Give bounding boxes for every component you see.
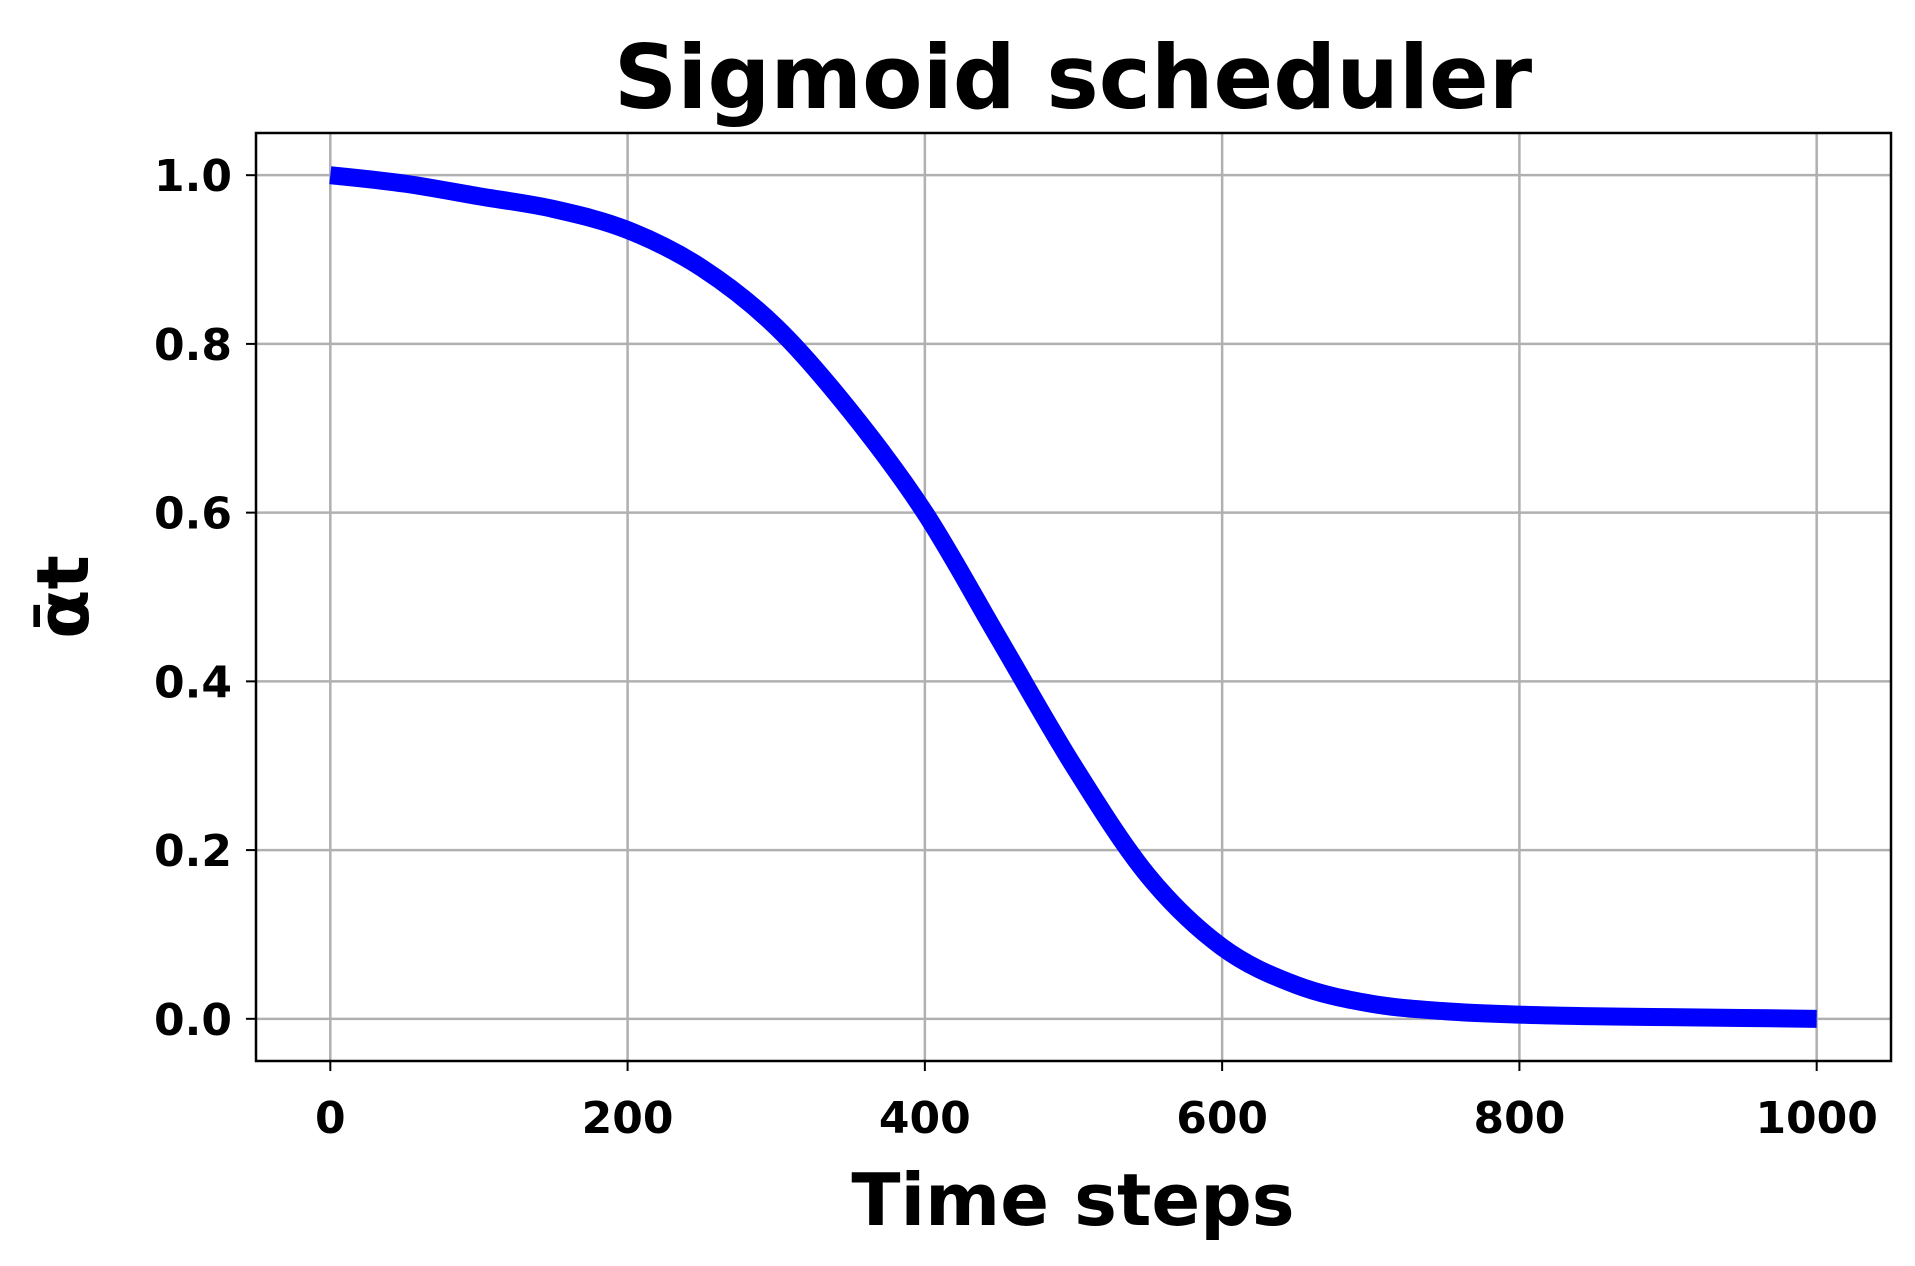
- chart-title: Sigmoid scheduler: [614, 26, 1533, 129]
- y-tick-label: 0.8: [154, 320, 232, 371]
- y-tick-label: 0.0: [154, 995, 232, 1046]
- y-tick-label: 1.0: [154, 151, 232, 202]
- ticks: 0 200 400 600 800 1000 0.0 0.2 0.4 0.6 0.8 1.0: [154, 151, 1878, 1144]
- y-tick-label: 0.2: [154, 826, 232, 877]
- x-axis-label: Time steps: [851, 1158, 1294, 1242]
- grid: [256, 133, 1891, 1061]
- series-line: [329, 166, 1817, 1028]
- x-tick-label: 800: [1473, 1093, 1565, 1144]
- y-tick-label: 0.6: [154, 489, 232, 540]
- y-tick-label: 0.4: [154, 657, 232, 708]
- axes-frame: [254, 131, 1893, 1063]
- series-layer: [329, 166, 1817, 1028]
- x-tick-label: 200: [582, 1093, 674, 1144]
- x-tick-label: 0: [315, 1093, 346, 1144]
- x-tick-label: 600: [1176, 1093, 1268, 1144]
- x-tick-label: 400: [879, 1093, 971, 1144]
- y-axis-label: ᾱt: [21, 555, 105, 639]
- x-tick-label: 1000: [1755, 1093, 1877, 1144]
